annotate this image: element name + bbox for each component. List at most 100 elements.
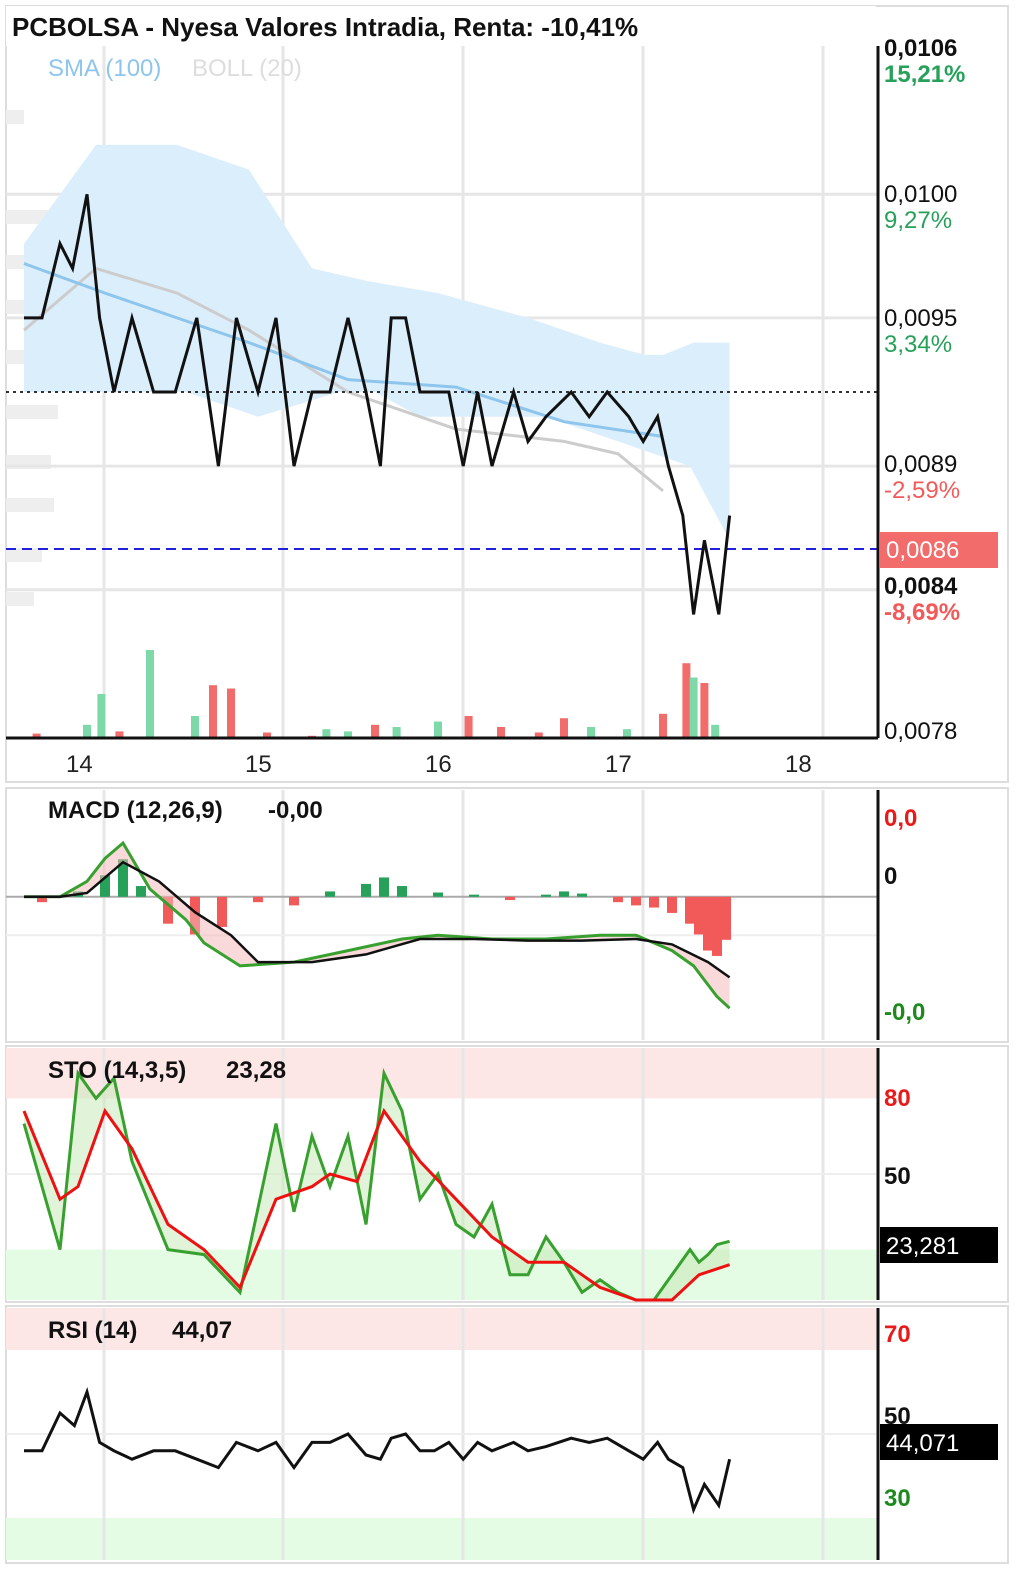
x-tick-label: 14 [66, 751, 93, 778]
y-percent-label: 9,27% [884, 207, 952, 234]
volume-bar [497, 727, 505, 738]
macd-title: MACD (12,26,9) [48, 797, 223, 824]
rsi-title: RSI (14) [48, 1317, 137, 1344]
chart-title: PCBOLSA - Nyesa Valores Intradia, Renta:… [12, 12, 638, 42]
rsi-tick-label: 30 [884, 1485, 911, 1512]
y-tick-label: 0,0084 [884, 573, 958, 600]
volume-bar [83, 724, 91, 738]
macd-fill [24, 843, 730, 1009]
macd-histogram-bar [37, 896, 47, 903]
macd-histogram-bar [712, 896, 722, 956]
macd-tick-label: 0 [884, 863, 897, 890]
volume-bar [322, 729, 331, 738]
volume-bar [623, 729, 631, 738]
rsi-tick-label: 70 [884, 1321, 911, 1348]
volume-bar [344, 731, 352, 738]
volume-bar [700, 683, 709, 738]
y-percent-label: -2,59% [884, 477, 960, 504]
volume-bar [560, 718, 568, 738]
volume-bar [32, 733, 41, 738]
macd-tick-label: -0,0 [884, 999, 925, 1026]
y-tick-label: 0,0106 [884, 35, 957, 62]
macd-histogram-bar [613, 896, 623, 903]
x-tick-label: 15 [245, 751, 272, 778]
sto-current-label: 23,281 [886, 1233, 959, 1260]
depth-bar [6, 592, 34, 606]
y-tick-label: 0,0089 [884, 451, 957, 478]
volume-bar [263, 732, 271, 738]
macd-histogram-bar [397, 886, 407, 897]
rsi-line [24, 1386, 732, 1515]
rsi-current-label: 44,071 [886, 1430, 959, 1457]
y-tick-label: 0,0100 [884, 181, 957, 208]
depth-bar [6, 110, 24, 124]
volume-bar [209, 685, 217, 738]
macd-histogram-bar [100, 875, 110, 897]
depth-bar [6, 498, 54, 512]
price-line [24, 194, 732, 615]
macd-histogram-bar [649, 896, 659, 908]
volume-bar [689, 677, 698, 738]
title-backdrop [6, 6, 876, 46]
macd-histogram-bar [163, 896, 173, 924]
volume-bar [392, 727, 401, 738]
sto-value: 23,28 [226, 1057, 286, 1084]
macd-histogram-bar [541, 894, 551, 897]
macd-histogram-bar [379, 877, 389, 897]
sto-d-line [22, 1107, 731, 1302]
sto-tick-label: 50 [884, 1163, 911, 1190]
macd-histogram-bar [703, 896, 713, 951]
sto-tick-label: 80 [884, 1085, 911, 1112]
macd-histogram-bar [505, 896, 515, 901]
y-tick-label: 0,0095 [884, 305, 957, 332]
x-tick-label: 16 [425, 751, 452, 778]
current-price-label: 0,0086 [886, 537, 959, 564]
macd-histogram-bar [559, 891, 569, 897]
macd-signal-line [24, 860, 731, 979]
sto-oversold-zone [6, 1249, 878, 1300]
depth-bar [6, 405, 58, 419]
macd-histogram-bar [118, 859, 128, 897]
bollinger-band [24, 144, 730, 541]
macd-histogram-bar [289, 896, 299, 906]
macd-histogram-bar [694, 896, 704, 935]
volume-bar [534, 732, 543, 738]
macd-histogram-bar [217, 896, 227, 927]
macd-histogram-bar [253, 896, 263, 903]
volume-bar [464, 716, 473, 738]
macd-histogram-bar [631, 896, 641, 906]
volume-bar [434, 721, 442, 738]
rsi-overbought-zone [6, 1308, 878, 1350]
volume-bar [371, 724, 379, 738]
volume-bar [711, 724, 720, 738]
y-percent-label: 3,34% [884, 331, 952, 358]
macd-histogram-bar [685, 896, 695, 924]
y-percent-label: 15,21% [884, 61, 965, 88]
volume-bar [587, 727, 595, 738]
volume-bar [227, 688, 235, 738]
macd-histogram-bar [469, 894, 479, 897]
legend-boll: BOLL (20) [192, 55, 302, 82]
macd-histogram-bar [325, 891, 335, 897]
volume-bar [115, 731, 124, 738]
volume-bar [682, 663, 691, 738]
y-percent-label: -8,69% [884, 599, 960, 626]
volume-bar [191, 716, 199, 738]
bollinger-mid-line [23, 266, 664, 493]
volume-bar [659, 713, 667, 738]
sto-title: STO (14,3,5) [48, 1057, 186, 1084]
macd-histogram-bar [667, 896, 677, 913]
sto-current-tag [880, 1227, 998, 1263]
y-tick-label: 0,0078 [884, 718, 957, 745]
rsi-oversold-zone [6, 1518, 878, 1560]
macd-histogram-bar [721, 896, 731, 940]
macd-value: -0,00 [268, 797, 323, 824]
sma-line [23, 262, 664, 438]
rsi-value: 44,07 [172, 1317, 232, 1344]
macd-line [24, 840, 731, 1010]
macd-histogram-bar [361, 883, 371, 897]
legend-sma: SMA (100) [48, 55, 161, 82]
macd-tick-label: 0,0 [884, 805, 917, 832]
sto-overbought-zone [6, 1048, 878, 1099]
